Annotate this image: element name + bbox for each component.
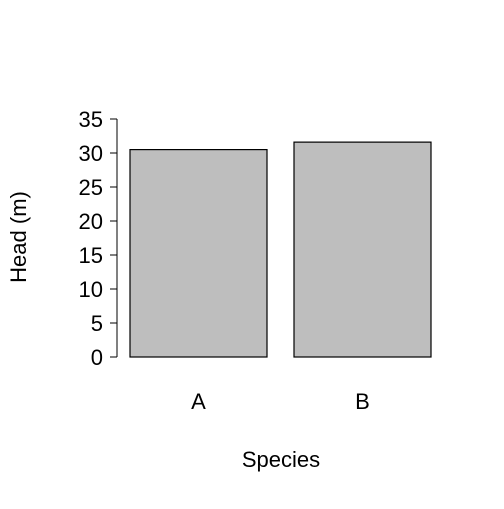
y-tick-label: 5 — [91, 311, 103, 336]
y-axis: 0 5 10 15 20 25 30 35 — [79, 107, 118, 370]
y-axis-title: Head (m) — [6, 191, 31, 283]
bar-b — [293, 141, 432, 358]
x-axis-title: Species — [242, 447, 320, 472]
y-tick-label: 0 — [91, 345, 103, 370]
x-tick-label: A — [191, 389, 206, 414]
bars-group — [129, 141, 432, 358]
y-tick-label: 20 — [79, 209, 103, 234]
y-tick-label: 35 — [79, 107, 103, 132]
y-tick-label: 30 — [79, 141, 103, 166]
x-tick-label: B — [355, 389, 370, 414]
bar-a — [129, 149, 268, 358]
y-tick-label: 10 — [79, 277, 103, 302]
y-tick-label: 25 — [79, 175, 103, 200]
y-tick-label: 15 — [79, 243, 103, 268]
